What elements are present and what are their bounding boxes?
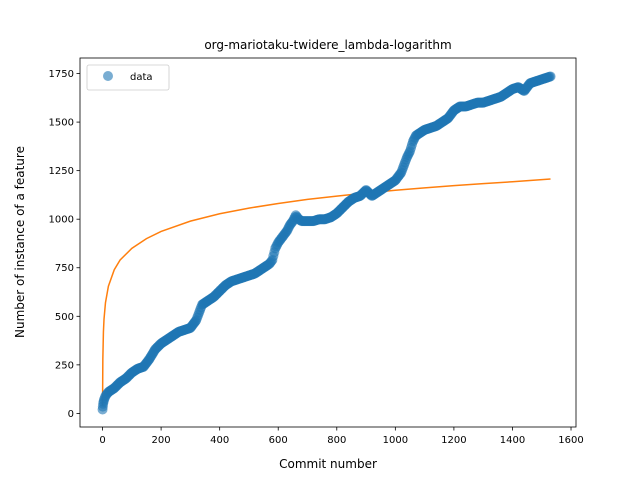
- x-tick-label: 600: [269, 435, 288, 446]
- plot-frame: [79, 57, 577, 428]
- x-tick-label: 400: [210, 435, 229, 446]
- y-tick-label: 1500: [49, 118, 74, 129]
- y-tick-label: 1250: [49, 166, 74, 177]
- fit-curve-line: [101, 178, 551, 406]
- y-tick-label: 750: [55, 263, 74, 274]
- x-tick-label: 800: [327, 435, 346, 446]
- data-point: [545, 71, 556, 82]
- x-axis-ticks: 0 200 400 600 800 1000 1200 1400 1600: [99, 427, 584, 446]
- y-axis-ticks: 0 250 500 750 1000 1250 1500 1750: [49, 69, 80, 420]
- legend-label-data: data: [130, 72, 153, 83]
- chart-title: org-mariotaku-twidere_lambda-logarithm: [204, 38, 451, 52]
- y-tick-label: 1000: [49, 215, 74, 226]
- y-tick-label: 1750: [49, 69, 74, 80]
- y-tick-label: 0: [68, 409, 74, 420]
- x-tick-label: 1200: [441, 435, 466, 446]
- legend: data: [86, 64, 170, 91]
- legend-marker-data: [103, 71, 113, 81]
- plot-area: [80, 58, 576, 427]
- x-tick-label: 1000: [383, 435, 408, 446]
- fit-curve-layer: [101, 178, 551, 406]
- scatter-points-layer: [97, 71, 556, 415]
- x-tick-label: 0: [99, 435, 105, 446]
- legend-box: [86, 64, 170, 91]
- y-tick-label: 250: [55, 360, 74, 371]
- y-axis-label: Number of instance of a feature: [13, 146, 27, 338]
- x-tick-label: 1600: [558, 435, 583, 446]
- x-tick-label: 200: [152, 435, 171, 446]
- y-tick-label: 500: [55, 312, 74, 323]
- x-tick-label: 1400: [500, 435, 525, 446]
- x-axis-label: Commit number: [279, 457, 377, 471]
